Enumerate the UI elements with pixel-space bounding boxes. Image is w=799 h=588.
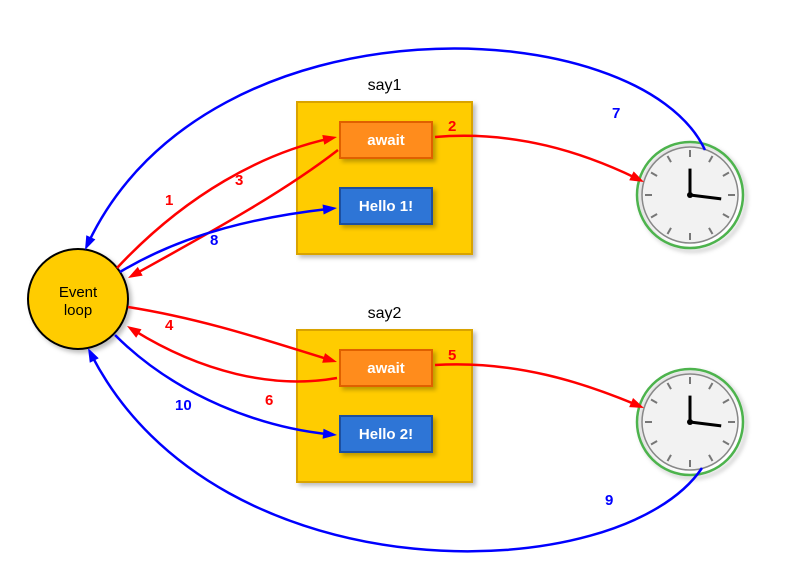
say1-title: say1	[368, 77, 402, 94]
edge-e3-head	[128, 267, 143, 278]
edge-e3-label: 3	[235, 172, 243, 189]
event-loop-label-1: Event	[59, 284, 98, 301]
await1-label: await	[367, 132, 405, 149]
hello1-label: Hello 1!	[359, 198, 413, 215]
edge-e6-head	[127, 326, 142, 338]
say2-title: say2	[368, 305, 402, 322]
edge-e9-label: 9	[605, 492, 613, 509]
diagram-canvas: say1 say2 await Hello 1! await Hello 2! Eventl…	[0, 0, 799, 588]
hello2-label: Hello 2!	[359, 426, 413, 443]
edge-e5-label: 5	[448, 347, 456, 364]
edge-e7-label: 7	[612, 105, 620, 122]
edge-e1-label: 1	[165, 192, 173, 209]
edge-e6-label: 6	[265, 392, 273, 409]
clock-1	[637, 142, 743, 248]
edge-e9-head	[88, 348, 99, 363]
clock-2	[637, 369, 743, 475]
await2-label: await	[367, 360, 405, 377]
event-loop-label-2: loop	[64, 302, 92, 319]
edge-e7-head	[85, 235, 95, 250]
edge-e2-label: 2	[448, 118, 456, 135]
edge-e8-label: 8	[210, 232, 218, 249]
edge-e4-label: 4	[165, 317, 174, 334]
edge-e10-label: 10	[175, 397, 192, 414]
